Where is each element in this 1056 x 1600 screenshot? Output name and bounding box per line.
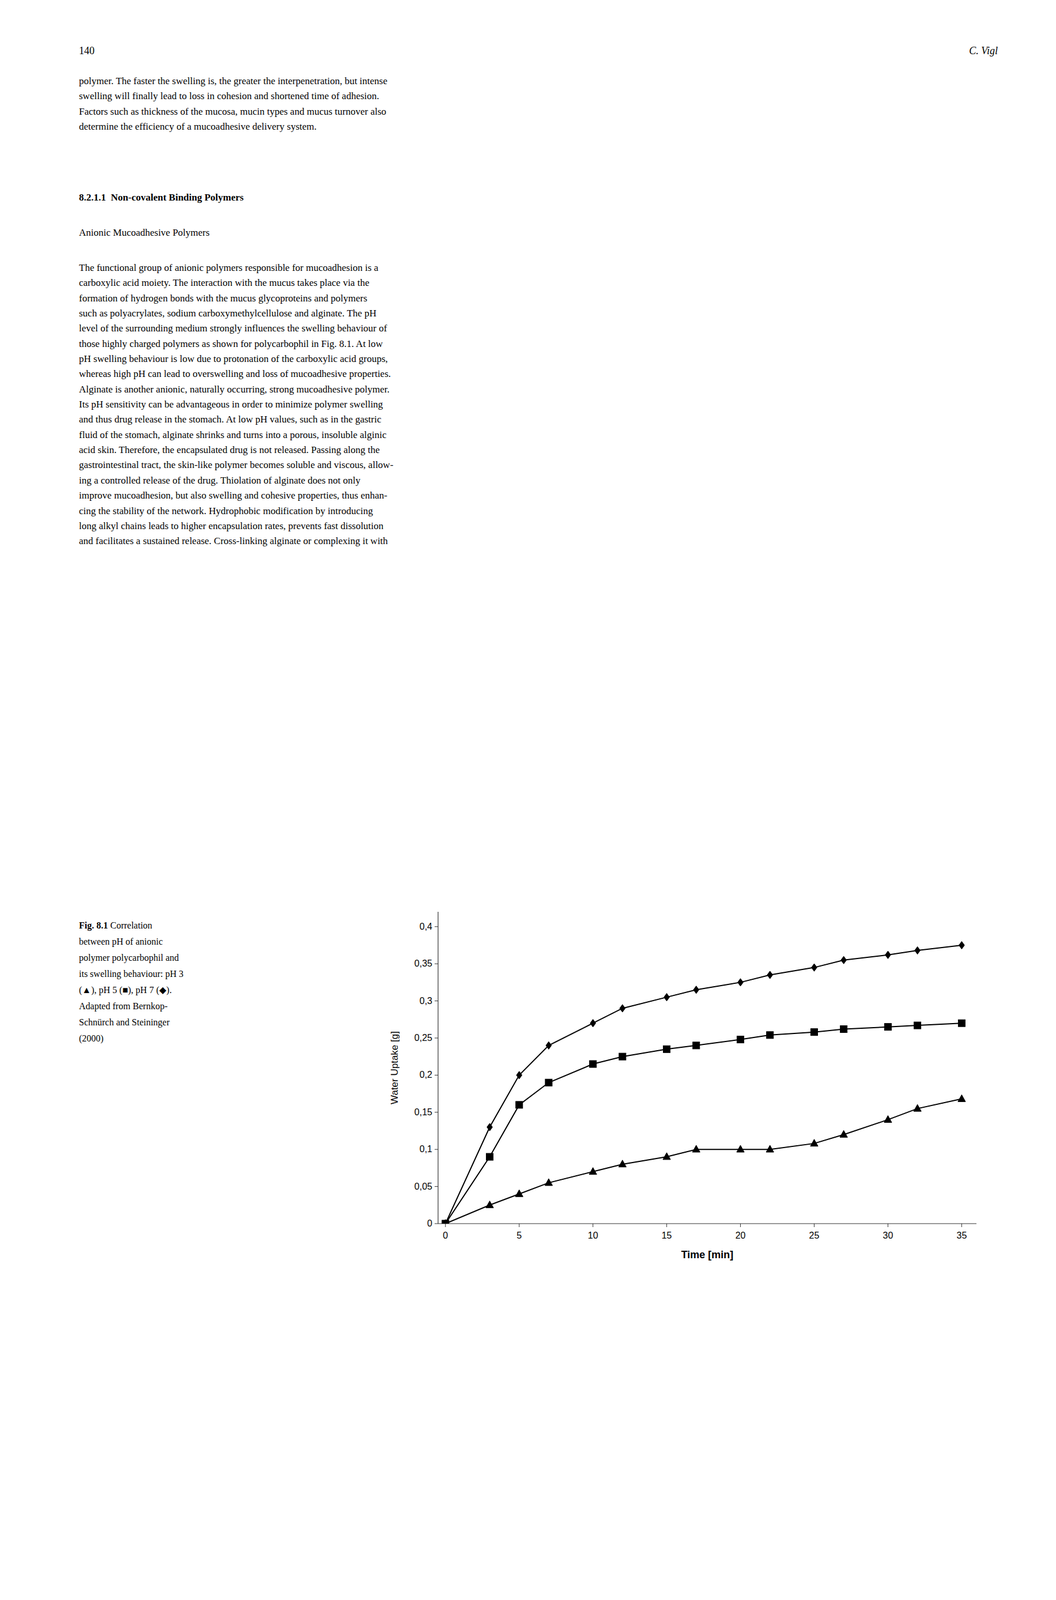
x-axis	[438, 1223, 977, 1224]
x-tick	[813, 1223, 815, 1228]
series-marker	[737, 1036, 745, 1044]
series-marker	[959, 941, 965, 949]
page: 140 C. Vigl polymer. The faster the swelli…	[0, 0, 1056, 1600]
y-axis-label: Water Uptake [g]	[389, 1031, 401, 1105]
y-tick-label: 0,2	[419, 1069, 433, 1080]
series-marker	[515, 1189, 523, 1197]
series-marker	[545, 1079, 553, 1086]
series-marker	[913, 1104, 922, 1112]
y-tick-label: 0,05	[414, 1181, 433, 1192]
plot-area	[441, 941, 966, 1224]
x-tick	[887, 1223, 889, 1228]
y-axis	[437, 911, 439, 1224]
series-marker	[766, 1145, 774, 1153]
chart: 0 5 10 15 20 25 30 35 0 0,05 0,1 0,15 0,2 0,25 0,3 0,35…	[0, 0, 1056, 1600]
y-tick	[434, 1000, 439, 1002]
series-marker	[840, 956, 847, 964]
series-marker	[486, 1153, 494, 1161]
y-tick	[434, 1149, 439, 1150]
series-line	[445, 1099, 963, 1224]
series-marker	[736, 1145, 745, 1153]
series-marker	[737, 978, 744, 987]
series-marker	[767, 971, 773, 979]
series-marker	[618, 1160, 626, 1168]
series-marker	[590, 1019, 597, 1028]
y-tick-label: 0,4	[419, 921, 433, 932]
body-text: The functional group of anionic polymers…	[78, 260, 394, 550]
y-tick	[434, 963, 439, 965]
section-heading: 8.2.1.1 Non-covalent Binding Polymers	[78, 190, 244, 206]
series-marker	[958, 1019, 965, 1027]
x-tick	[961, 1223, 963, 1228]
x-tick-label: 5	[516, 1230, 522, 1241]
x-tick-label: 35	[956, 1230, 968, 1241]
series-marker	[589, 1167, 597, 1175]
x-tick-label: 25	[809, 1230, 820, 1241]
caption-label: Fig. 8.1	[78, 920, 108, 931]
x-tick	[740, 1223, 741, 1228]
y-tick-label: 0,3	[419, 996, 433, 1006]
series-marker	[544, 1178, 553, 1186]
header-number: 140	[78, 44, 95, 58]
series-marker	[664, 993, 670, 1002]
series-marker	[589, 1060, 597, 1068]
body-text: polymer. The faster the swelling is, the…	[78, 73, 388, 135]
series-marker	[515, 1101, 523, 1109]
series-marker	[884, 1023, 892, 1031]
series-marker	[840, 1026, 848, 1033]
series-marker	[487, 1123, 493, 1131]
x-tick	[518, 1223, 520, 1228]
x-tick-label: 30	[883, 1230, 894, 1241]
series-marker	[619, 1004, 626, 1013]
x-tick-label: 15	[661, 1230, 673, 1241]
series-marker	[662, 1152, 671, 1160]
series-marker	[516, 1071, 523, 1080]
x-tick-label: 20	[735, 1230, 746, 1241]
series-marker	[692, 1042, 700, 1050]
y-tick	[434, 1111, 439, 1113]
series-marker	[884, 1115, 892, 1123]
header-name: C. Vigl	[968, 44, 998, 58]
series-marker	[692, 1145, 700, 1153]
series-marker	[663, 1045, 671, 1053]
y-tick	[434, 1223, 439, 1225]
x-tick	[592, 1223, 594, 1228]
y-tick-label: 0,35	[414, 958, 433, 969]
series-marker	[839, 1130, 848, 1138]
series-marker	[545, 1041, 552, 1050]
y-tick-label: 0	[427, 1218, 433, 1229]
series-line	[445, 945, 963, 1224]
series-marker	[958, 1094, 966, 1102]
y-tick	[434, 1037, 439, 1039]
x-tick	[666, 1223, 667, 1228]
y-tick-label: 0,1	[419, 1144, 433, 1154]
series-marker	[619, 1053, 626, 1061]
series-marker	[885, 951, 892, 959]
subheading: Anionic Mucoadhesive Polymers	[78, 225, 210, 241]
series-marker	[811, 963, 818, 972]
x-tick-label: 0	[442, 1230, 448, 1241]
y-tick	[434, 1075, 439, 1076]
series-marker	[441, 1219, 450, 1224]
series-line	[445, 1023, 963, 1224]
x-axis-label: Time [min]	[681, 1249, 734, 1261]
series-marker	[766, 1031, 774, 1039]
series-marker	[914, 1021, 922, 1029]
series-marker	[914, 946, 921, 954]
x-tick-label: 10	[587, 1230, 599, 1241]
caption: Fig. 8.1 Correlation between pH of anion…	[78, 917, 184, 1047]
x-tick	[444, 1223, 446, 1228]
y-tick-label: 0,15	[414, 1107, 433, 1118]
caption-text: Correlation between pH of anionic polyme…	[78, 920, 184, 1044]
y-tick	[434, 926, 439, 927]
series-marker	[810, 1139, 818, 1147]
series-marker	[485, 1201, 494, 1209]
y-tick-label: 0,25	[414, 1032, 433, 1043]
series-marker	[811, 1028, 818, 1036]
series-marker	[693, 986, 700, 994]
y-tick	[434, 1186, 439, 1187]
